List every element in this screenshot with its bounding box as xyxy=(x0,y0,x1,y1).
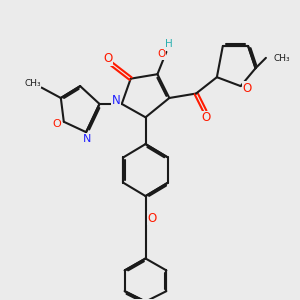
Text: CH₃: CH₃ xyxy=(24,79,41,88)
Text: N: N xyxy=(112,94,121,107)
Text: O: O xyxy=(202,111,211,124)
Text: H: H xyxy=(165,40,172,50)
Text: CH₃: CH₃ xyxy=(273,54,290,63)
Text: N: N xyxy=(82,134,91,144)
Text: O: O xyxy=(243,82,252,95)
Text: O: O xyxy=(52,119,61,129)
Text: O: O xyxy=(157,49,165,59)
Text: O: O xyxy=(103,52,112,65)
Text: O: O xyxy=(148,212,157,225)
